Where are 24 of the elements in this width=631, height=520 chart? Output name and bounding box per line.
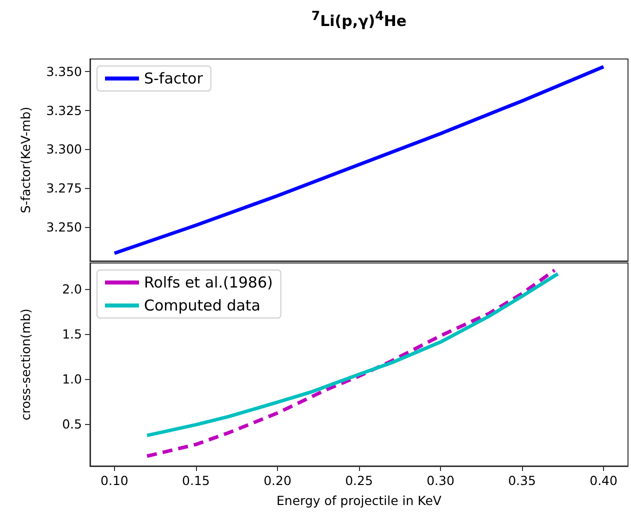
x-tick-label: 0.20 bbox=[264, 473, 292, 488]
x-tick-label: 0.30 bbox=[426, 473, 454, 488]
line-series bbox=[112, 65, 606, 255]
y-axis-title: S-factor(KeV-mb) bbox=[18, 106, 33, 214]
y-tick-label: 3.325 bbox=[46, 102, 82, 118]
x-tick-label: 0.10 bbox=[100, 473, 128, 488]
legend-label: S-factor bbox=[144, 70, 204, 88]
x-tick-label: 0.25 bbox=[345, 473, 373, 488]
y-tick-label: 1.5 bbox=[62, 326, 82, 342]
y-tick-label: 3.300 bbox=[46, 142, 82, 157]
y-tick-label: 3.350 bbox=[46, 64, 82, 79]
legend-label: Computed data bbox=[144, 296, 260, 314]
y-tick-label: 1.0 bbox=[62, 371, 82, 386]
x-axis-title: Energy of projectile in KeV bbox=[276, 493, 442, 508]
chart-title: $^{7}$Li(p,γ)$^{4}$He bbox=[310, 8, 408, 30]
y-axis-title: cross-section(mb) bbox=[18, 308, 33, 420]
y-tick-label: 2.0 bbox=[62, 282, 82, 297]
y-tick-label: 3.275 bbox=[46, 180, 82, 196]
x-tick-label: 0.15 bbox=[182, 473, 210, 488]
x-tick-label: 0.35 bbox=[508, 473, 536, 488]
legend-label: Rolfs et al.(1986) bbox=[144, 274, 273, 292]
y-tick-label: 0.5 bbox=[62, 416, 82, 432]
x-tick-label: 0.40 bbox=[590, 473, 618, 488]
y-tick-label: 3.250 bbox=[46, 219, 82, 234]
